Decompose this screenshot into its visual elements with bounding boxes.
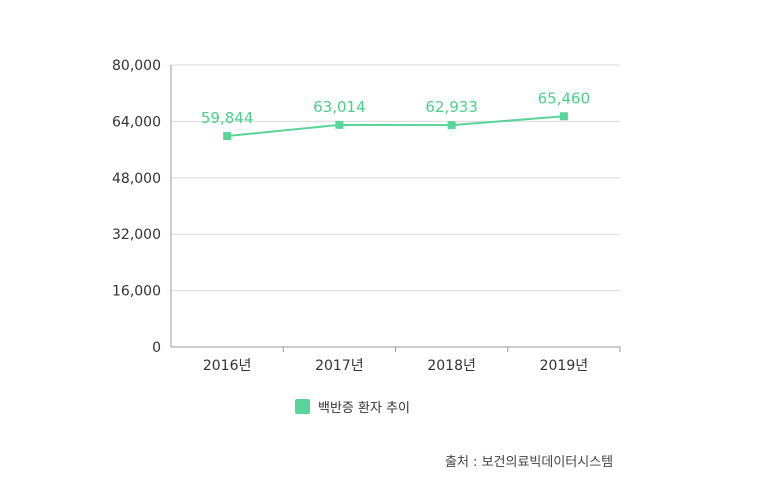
- data-label: 59,844: [201, 109, 254, 127]
- x-tick-label: 2019년: [540, 358, 589, 374]
- y-tick-label: 16,000: [112, 284, 161, 300]
- data-point-marker: [335, 120, 344, 129]
- data-point-marker: [559, 112, 568, 121]
- gridlines: [171, 64, 620, 292]
- y-tick-label: 48,000: [112, 171, 161, 187]
- source-note: 출처 : 보건의료빅데이터시스템: [445, 455, 613, 470]
- series-line: [227, 115, 564, 138]
- data-point-marker: [447, 121, 456, 130]
- data-label: 65,460: [538, 89, 591, 107]
- x-tick-label: 2016년: [203, 358, 252, 374]
- x-axis: 2016년 2017년 2018년 2019년: [171, 346, 621, 374]
- data-label: 63,014: [313, 98, 366, 116]
- legend-swatch: [295, 399, 310, 414]
- legend-label: 백반증 환자 추이: [318, 401, 410, 416]
- y-tick-label: 32,000: [112, 227, 161, 243]
- legend: 백반증 환자 추이: [295, 399, 410, 416]
- x-tick-label: 2018년: [427, 358, 476, 374]
- y-tick-label: 64,000: [112, 114, 161, 130]
- x-tick-label: 2017년: [315, 358, 364, 374]
- y-tick-label: 0: [152, 340, 161, 356]
- data-label: 62,933: [425, 98, 478, 116]
- series-layer: 59,844 63,014 62,933 65,460: [201, 89, 591, 141]
- y-axis: 0 16,000 32,000 48,000 64,000 80,000: [112, 58, 172, 356]
- data-point-marker: [223, 132, 232, 141]
- y-tick-label: 80,000: [112, 58, 161, 74]
